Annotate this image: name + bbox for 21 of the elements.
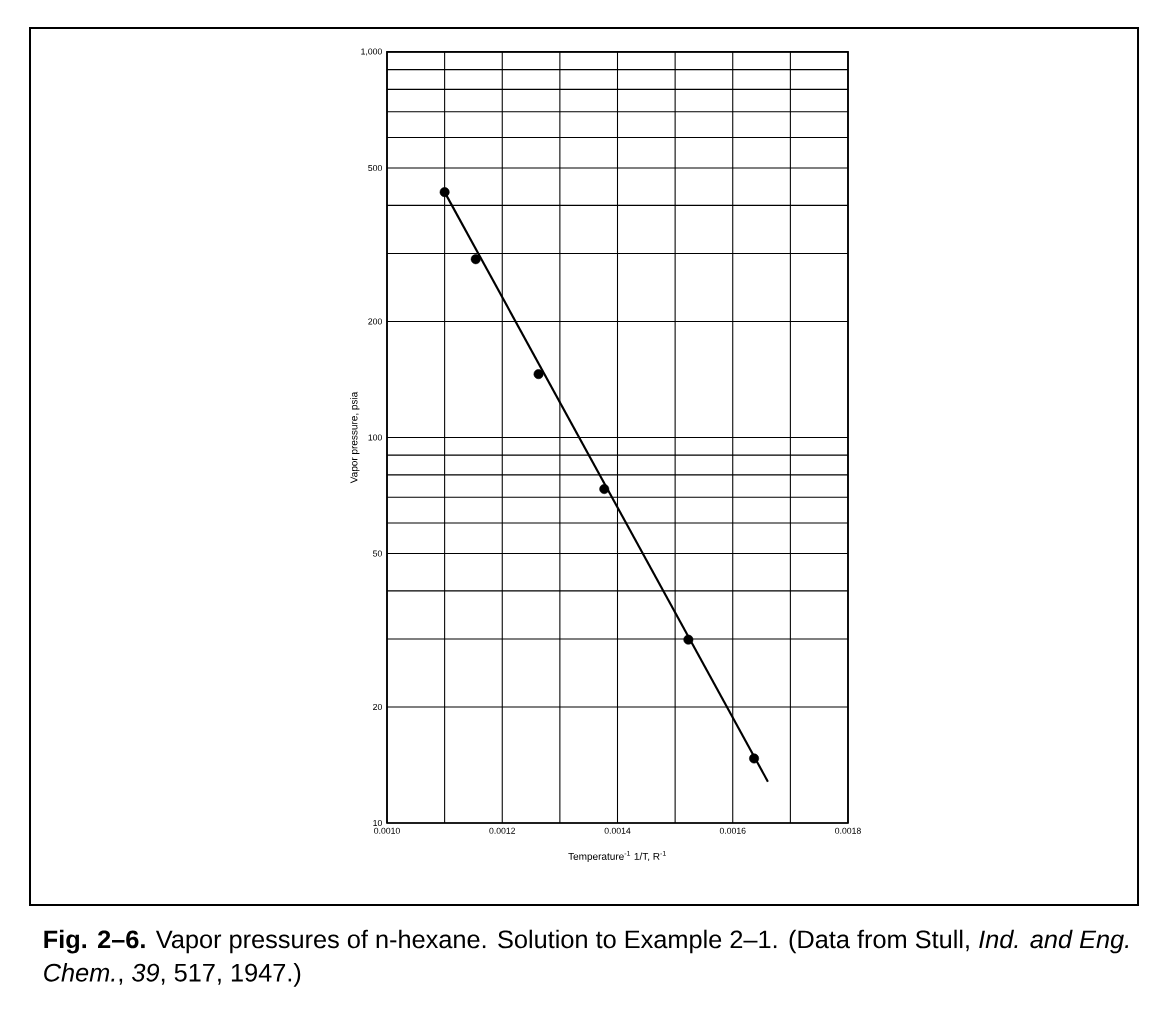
- x-tick-label: 0.0012: [489, 827, 516, 834]
- x-axis-title: Temperature$^{-1}$ 1/T, R$^{-1}$: [568, 851, 666, 862]
- y-tick-label: 100: [368, 434, 382, 441]
- y-tick-label: 200: [368, 318, 382, 325]
- x-tick-label: 0.0018: [835, 827, 861, 834]
- point: [749, 753, 760, 764]
- x-tick-label: 0.0014: [604, 827, 631, 834]
- x-tick-label: 0.0010: [374, 827, 400, 834]
- y-tick-label: 1,000: [361, 48, 382, 56]
- y-tick-label: 50: [373, 550, 382, 557]
- point: [683, 634, 694, 645]
- x-tick-label: 0.0016: [719, 827, 746, 834]
- point: [599, 484, 610, 494]
- y-axis-title: Vapor pressure, psia: [350, 391, 360, 484]
- y-tick-label: 500: [368, 164, 382, 172]
- text: Fig. 2–6. Vapor pressures of n-hexane. Solution to Example 2–1. (Data from Stull, Ind. and Eng. Chem., 39, 517, 1947.): [44, 929, 1129, 987]
- point: [439, 187, 450, 198]
- point: [470, 254, 481, 265]
- y-tick-label: 10: [373, 819, 382, 827]
- point: [533, 369, 544, 380]
- y-tick-label: 20: [373, 703, 382, 711]
